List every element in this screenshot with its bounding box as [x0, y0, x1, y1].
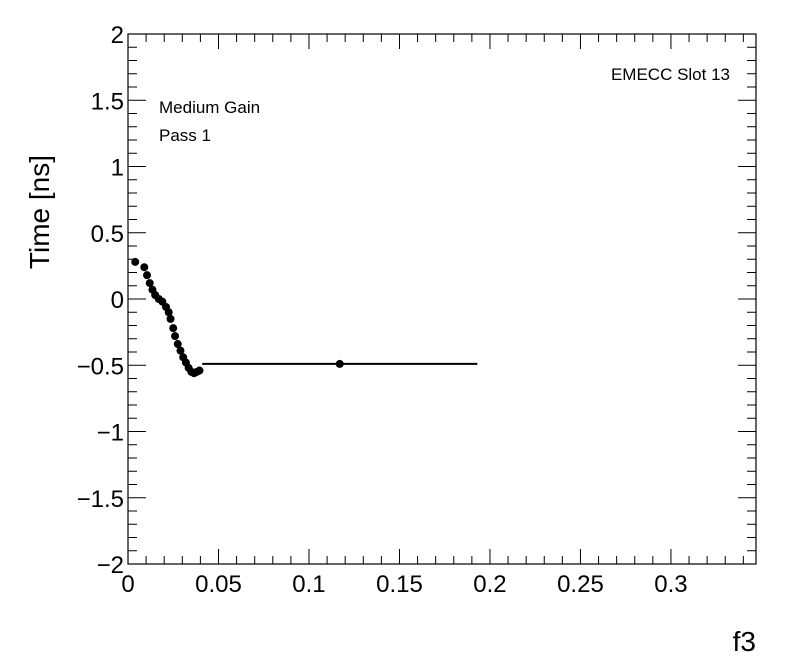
- y-tick-label: 0: [111, 287, 124, 314]
- data-point: [171, 332, 180, 341]
- marker: [335, 359, 344, 368]
- data-point: [195, 366, 204, 375]
- marker: [173, 340, 182, 349]
- axis-ticks: [127, 33, 756, 565]
- x-tick-label: 0.3: [654, 571, 687, 598]
- y-tick-label: −1: [97, 420, 124, 447]
- marker: [140, 263, 149, 272]
- y-tick-label: −0.5: [77, 353, 124, 380]
- x-tick-label: 0.1: [292, 571, 325, 598]
- data-point: [140, 263, 149, 272]
- marker: [131, 257, 140, 266]
- x-tick-label: 0.25: [557, 571, 604, 598]
- data-point: [154, 295, 163, 303]
- data-point: [169, 324, 178, 333]
- data-point: [131, 257, 140, 266]
- data-point: [173, 340, 182, 349]
- tick-labels: 0 0.05 0.1 0.15 0.2 0.25 0.3 −2 −1.5 −1 −0.5 0 0.5 1 1…: [77, 22, 688, 598]
- y-tick-label: −1.5: [77, 486, 124, 513]
- x-axis-title: f3: [733, 626, 756, 657]
- x-tick-label: 0.2: [473, 571, 506, 598]
- y-tick-label: 0.5: [91, 221, 124, 248]
- y-tick-label: −2: [97, 552, 124, 579]
- y-axis-title: Time [ns]: [24, 155, 55, 269]
- y-tick-label: 1.5: [91, 88, 124, 115]
- marker: [143, 271, 152, 280]
- annotation-gain: Medium Gain: [159, 98, 260, 117]
- plot-frame: [127, 33, 757, 565]
- annotation-pass: Pass 1: [159, 126, 211, 145]
- marker: [164, 308, 173, 317]
- y-tick-label: 1: [111, 155, 124, 182]
- data-point: [202, 359, 478, 368]
- annotation-slot: EMECC Slot 13: [611, 65, 730, 84]
- data-points: [131, 257, 478, 378]
- data-point: [166, 314, 175, 323]
- marker: [145, 279, 154, 288]
- marker: [169, 324, 178, 333]
- x-tick-label: 0.15: [376, 571, 423, 598]
- data-point: [164, 308, 173, 317]
- data-point: [143, 271, 152, 280]
- x-tick-label: 0.05: [195, 571, 242, 598]
- marker: [171, 332, 180, 341]
- data-point: [176, 346, 185, 355]
- marker: [176, 346, 185, 355]
- marker: [166, 314, 175, 323]
- y-tick-label: 2: [111, 22, 124, 49]
- marker: [195, 366, 204, 375]
- data-point: [145, 279, 154, 288]
- x-tick-label: 0: [121, 571, 134, 598]
